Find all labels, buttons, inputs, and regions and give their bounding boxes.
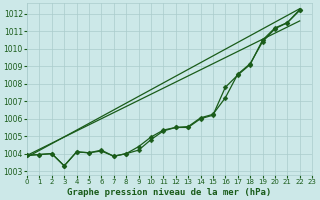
X-axis label: Graphe pression niveau de la mer (hPa): Graphe pression niveau de la mer (hPa) [68,188,272,197]
